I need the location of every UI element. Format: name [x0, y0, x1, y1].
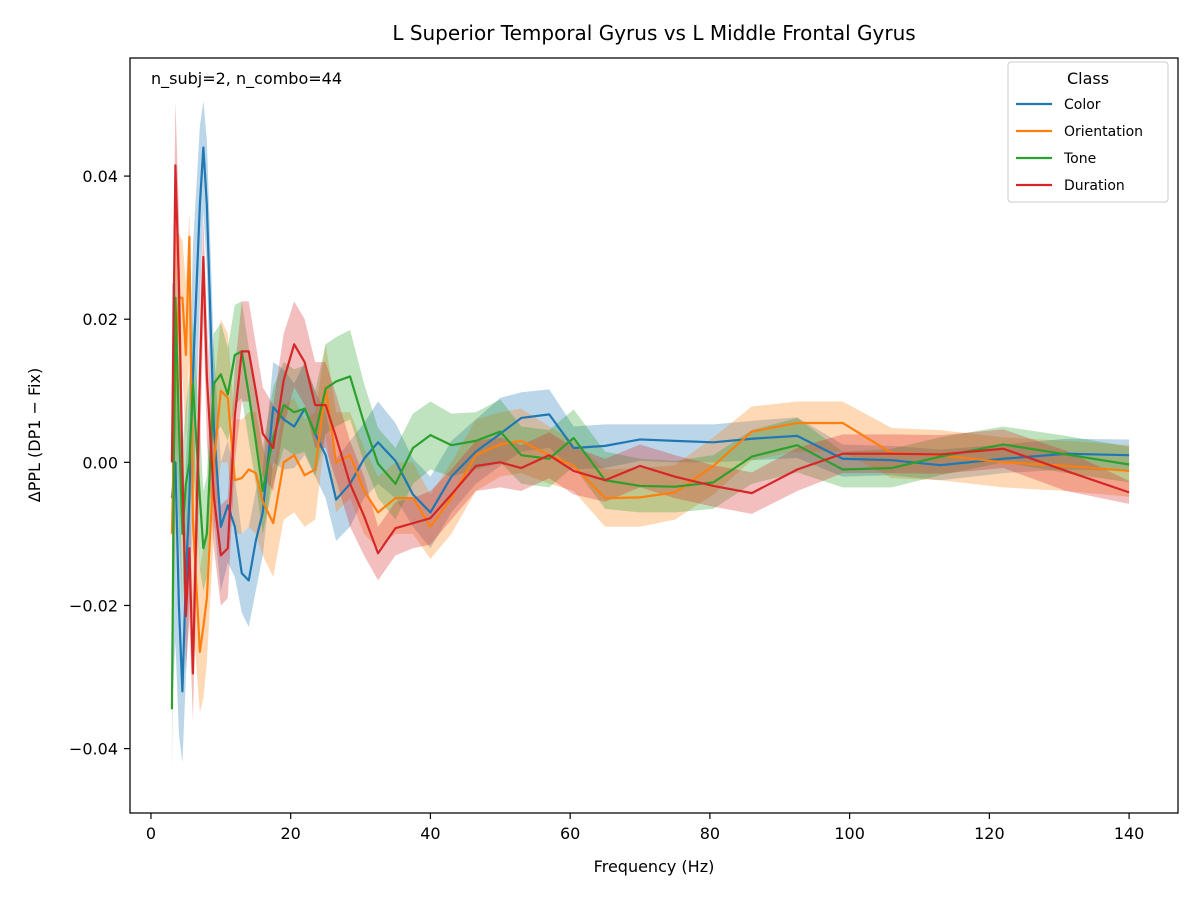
legend: Class Color Orientation Tone Duration: [1007, 61, 1169, 203]
y-tick-label: 0.02: [82, 310, 118, 329]
x-axis-ticks: 0 20 40 60 80 100 120 140: [146, 813, 1145, 843]
x-tick-label: 0: [146, 824, 156, 843]
y-axis-ticks: −0.04 −0.02 0.00 0.02 0.04: [69, 167, 130, 759]
legend-label-duration: Duration: [1064, 178, 1125, 194]
x-tick-label: 80: [700, 824, 720, 843]
legend-label-orientation: Orientation: [1064, 124, 1143, 140]
x-tick-label: 40: [420, 824, 440, 843]
line-color: [170, 146, 1130, 693]
x-axis-label: Frequency (Hz): [594, 857, 715, 876]
confidence-bands: [171, 100, 1130, 771]
line-orientation: [170, 235, 1130, 654]
y-tick-label: 0.00: [82, 453, 118, 472]
y-tick-label: −0.04: [69, 740, 118, 759]
x-tick-label: 120: [974, 824, 1005, 843]
legend-frame: [1007, 61, 1169, 203]
legend-label-color: Color: [1064, 97, 1101, 113]
band-tone: [171, 247, 1130, 771]
band-color: [171, 100, 1130, 763]
legend-label-tone: Tone: [1063, 151, 1096, 167]
legend-items: Color Orientation Tone Duration: [1016, 97, 1143, 194]
series-lines: [170, 146, 1130, 710]
line-duration: [170, 164, 1130, 675]
x-tick-label: 140: [1114, 824, 1145, 843]
plot-area-frame: [129, 57, 1179, 814]
x-tick-label: 100: [834, 824, 865, 843]
stats-annotation: n_subj=2, n_combo=44: [151, 69, 342, 89]
legend-title: Class: [1067, 69, 1109, 88]
x-tick-label: 20: [281, 824, 301, 843]
y-tick-label: −0.02: [69, 596, 118, 615]
band-orientation: [171, 211, 1130, 713]
y-tick-label: 0.04: [82, 167, 118, 186]
x-tick-label: 60: [560, 824, 580, 843]
y-axis-label: ΔPPL (DP1 − Fix): [25, 368, 44, 502]
line-tone: [170, 296, 1130, 710]
chart-title: L Superior Temporal Gyrus vs L Middle Fr…: [392, 21, 915, 45]
